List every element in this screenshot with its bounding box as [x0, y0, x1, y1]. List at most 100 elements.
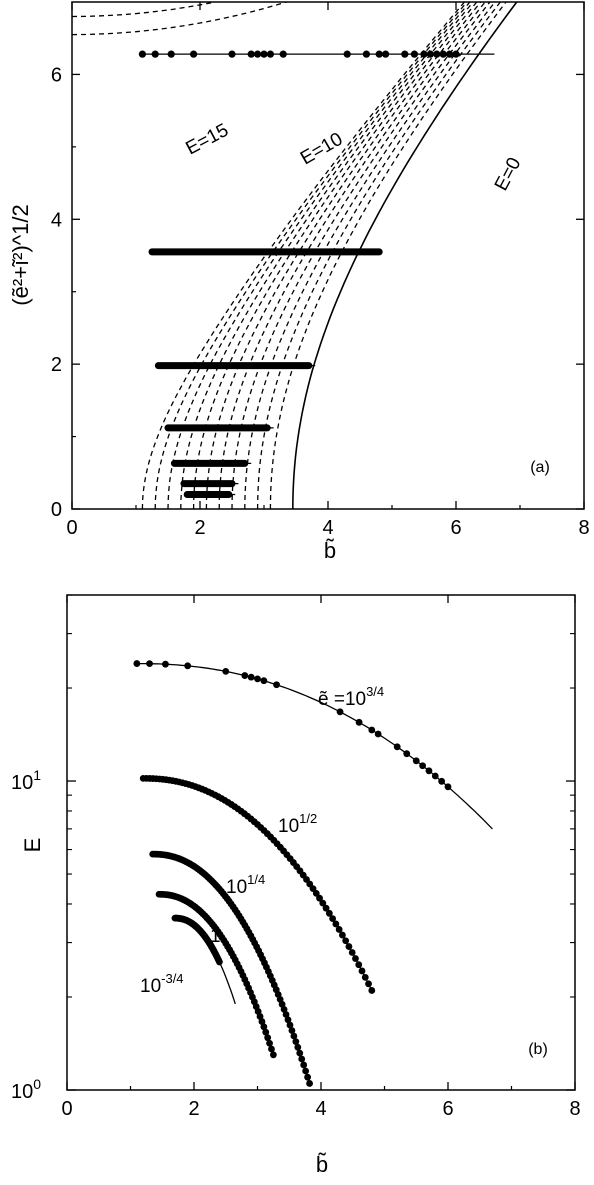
series-a-point-7: [260, 50, 268, 58]
series-label-e34: ẽ =103/4: [318, 684, 384, 710]
level-curve-6: [218, 2, 486, 509]
level-curve-5: [205, 2, 482, 509]
ytick-label-a-0: 0: [51, 499, 62, 521]
label-e15: E=15: [182, 120, 232, 160]
series-b-point-78: [302, 1067, 310, 1075]
panel-a: 0 2 4 6 8 0 2 4 6 E=15 E=10 E=0 (a) b̃ (ẽ²+ĩ²)^1…: [8, 1, 590, 563]
series-b-point-69: [365, 980, 372, 988]
series-b-point-71: [288, 1027, 296, 1034]
series-a-point-5: [247, 50, 255, 58]
series-b-point-77: [300, 1061, 308, 1069]
xtick-label-b-4: 8: [569, 1098, 580, 1120]
series-b-point-2: [162, 660, 169, 668]
series-b-point-10: [336, 708, 344, 716]
series-a-point-20: [446, 50, 454, 58]
series-b-point-54: [258, 1018, 266, 1025]
series-b-point-14: [393, 743, 401, 751]
series-a-point-12: [375, 50, 383, 58]
ylabel-b: E: [20, 838, 45, 853]
series-a-point-16: [420, 50, 428, 58]
series-b-point-59: [332, 920, 340, 928]
level-curve-7: [231, 2, 491, 509]
series-b-point-54: [316, 894, 323, 902]
xtick-label-a-1: 2: [194, 517, 205, 539]
series-b-point-59: [268, 1045, 275, 1053]
series-b-point-68: [361, 973, 369, 981]
xtick-label-b-2: 4: [315, 1098, 326, 1120]
plot-frame-a: [71, 1, 585, 510]
series-b-point-19: [431, 772, 439, 780]
series-a-point-6: [254, 50, 262, 58]
series-b-point-3: [184, 662, 192, 670]
series-b-point-11: [355, 718, 363, 726]
series-b-point-74: [294, 1043, 302, 1051]
series-b-point-8: [260, 677, 268, 685]
panel-b: 0 2 4 6 8 101 100 ẽ =103/4 101/2 101/4 1 10-3/…: [11, 594, 581, 1177]
series-b-4: [171, 914, 236, 1005]
series-b-3: [155, 890, 277, 1059]
series-b-point-56: [322, 904, 330, 912]
series-a-point-14: [401, 50, 409, 58]
xlabel-b: b̃: [316, 1152, 328, 1177]
series-b-point-67: [358, 967, 366, 975]
series-a-point-4: [228, 50, 236, 58]
level-curve-2: [167, 2, 471, 509]
series-b-point-66: [355, 961, 363, 969]
series-b-point-0: [133, 660, 141, 667]
level-curve-10: [269, 2, 507, 509]
series-a-point-0: [138, 50, 146, 58]
series-b-point-18: [425, 767, 433, 775]
series-b-point-57: [325, 909, 333, 917]
xtick-label-a-3: 6: [450, 517, 461, 539]
xtick-label-a-2: 4: [322, 517, 333, 539]
series-b-1: [139, 774, 376, 994]
series-a-point-3: [190, 50, 198, 58]
level-curve-top-0: [72, 2, 289, 36]
level-curve-4: [192, 2, 478, 509]
series-a-point-11: [362, 50, 370, 58]
series-b-point-55: [319, 899, 327, 907]
panel-a-tag: (a): [530, 459, 550, 476]
series-b-point-79: [304, 1073, 312, 1081]
series-b-point-55: [260, 1023, 268, 1031]
series-b-0: [133, 660, 493, 830]
series-b-point-72: [290, 1032, 298, 1040]
boundary-curve: [292, 2, 518, 509]
series-b-point-63: [345, 943, 353, 950]
xtick-label-b-0: 0: [61, 1098, 72, 1120]
series-b-point-7: [254, 675, 261, 683]
series-b-point-60: [335, 926, 343, 933]
level-curves: [72, 2, 507, 509]
series-label-e14: 101/4: [226, 872, 265, 898]
ylabel-a: (ẽ²+ĩ²)^1/2: [8, 204, 33, 305]
ytick-label-b-0: 101: [11, 767, 41, 794]
series-a-point-15: [410, 50, 418, 58]
series-b-point-9: [273, 681, 280, 689]
label-e0: E=0: [491, 154, 526, 194]
series-b-point-52: [309, 885, 317, 893]
series-b-point-17: [419, 762, 426, 770]
series-label-em34: 10-3/4: [140, 971, 184, 997]
series-b-point-58: [266, 1039, 273, 1047]
boundary-curve-line: [292, 2, 518, 509]
series-b-point-6: [247, 673, 255, 681]
series-b-point-16: [412, 757, 420, 765]
level-curve-0: [141, 2, 466, 509]
series-b-point-21: [444, 783, 452, 791]
ytick-label-b-1: 100: [11, 1076, 41, 1103]
series-a-point-1: [151, 50, 159, 58]
series-a-point-19: [439, 50, 447, 58]
series-b-point-67: [280, 1005, 288, 1013]
series-b-line-4: [174, 917, 236, 1005]
series-a-point-18: [433, 50, 441, 58]
series-a-point-17: [426, 50, 434, 58]
ytick-label-a-3: 6: [51, 64, 62, 86]
xlabel-a: b̃: [324, 538, 336, 563]
level-curve-1: [154, 2, 468, 509]
series-a-0: [138, 50, 495, 58]
xtick-label-a-4: 8: [578, 517, 589, 539]
series-b-point-60: [269, 1051, 277, 1059]
label-e10: E=10: [297, 129, 346, 170]
series-b-point-53: [256, 1013, 264, 1020]
